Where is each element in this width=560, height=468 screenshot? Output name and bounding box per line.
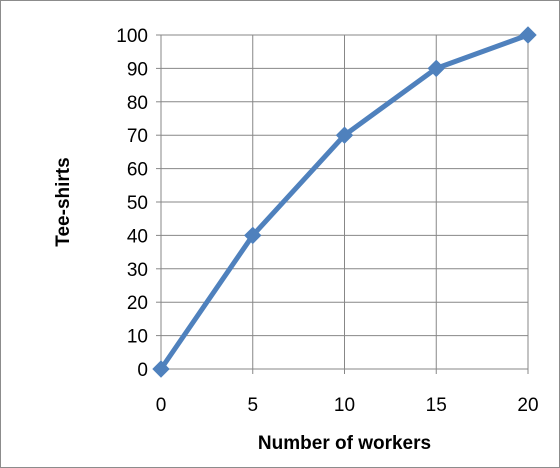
data-markers: [152, 26, 537, 378]
y-tick-label: 80: [127, 93, 148, 114]
y-tick-label: 10: [127, 327, 148, 348]
y-tick-label: 40: [127, 226, 148, 247]
data-point-marker: [335, 126, 354, 144]
y-tick-label: 30: [127, 260, 148, 281]
y-tick-label: 20: [127, 293, 148, 314]
y-tick-label: 0: [137, 360, 148, 381]
data-point-marker: [244, 226, 262, 245]
y-axis-title: Tee-shirts: [53, 157, 74, 246]
x-tick-label: 20: [517, 395, 538, 416]
y-tick-label: 60: [127, 160, 148, 181]
data-point-marker: [152, 360, 170, 378]
x-axis-title: Number of workers: [258, 433, 431, 454]
y-tick-label: 90: [127, 59, 148, 80]
data-point-marker: [519, 26, 537, 44]
x-tick-label: 5: [247, 395, 258, 416]
x-tick-label: 10: [334, 395, 355, 416]
tick-labels: 0 10 20 30 40 50 60 70 80 90 100 0 5 10 15 20: [116, 26, 538, 416]
data-point-marker: [427, 59, 445, 78]
y-tick-label: 100: [116, 26, 148, 47]
gridlines: [156, 34, 529, 374]
y-tick-label: 50: [127, 193, 148, 214]
x-tick-label: 15: [426, 395, 447, 416]
x-tick-label: 0: [156, 395, 167, 416]
y-tick-label: 70: [127, 126, 148, 147]
